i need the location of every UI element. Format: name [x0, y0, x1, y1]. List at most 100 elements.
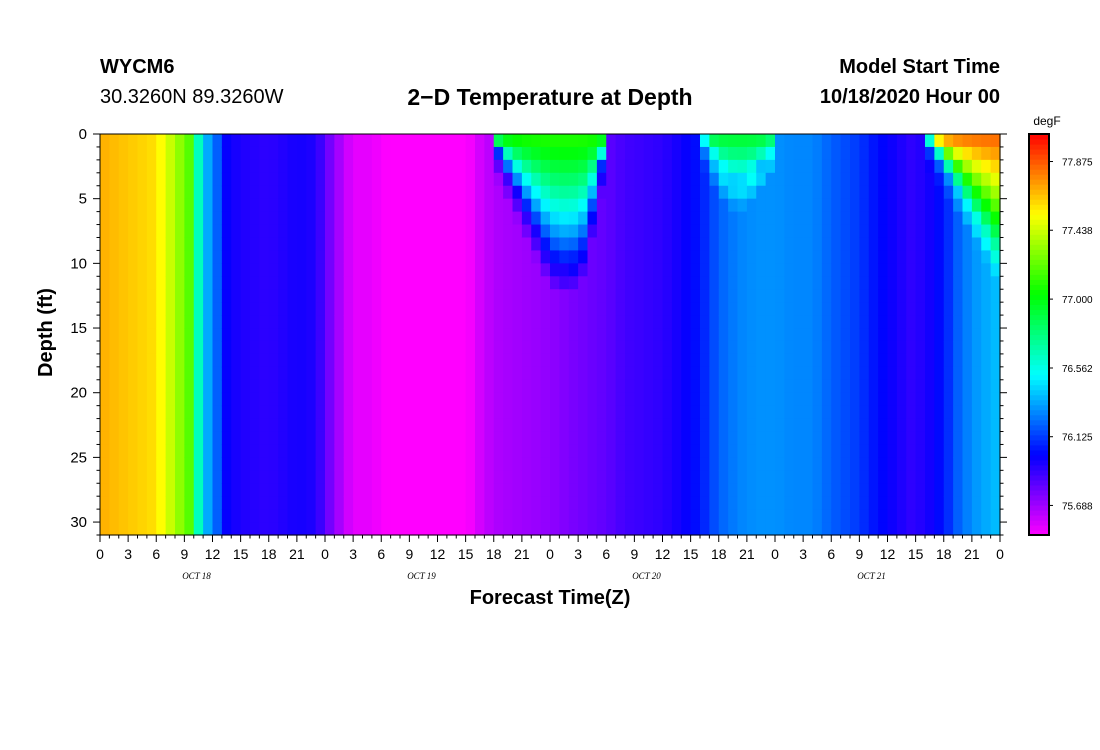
heatmap-cell: [896, 431, 907, 446]
heatmap-cell: [831, 379, 842, 394]
heatmap-cell: [550, 159, 560, 174]
heatmap-cell: [662, 328, 673, 342]
heatmap-cell: [343, 431, 354, 446]
heatmap-cell: [718, 198, 729, 213]
heatmap-cell: [296, 405, 307, 420]
heatmap-cell: [746, 198, 757, 213]
heatmap-cell: [390, 353, 401, 368]
heatmap-cell: [643, 418, 654, 433]
heatmap-cell: [662, 405, 673, 420]
heatmap-cell: [484, 431, 495, 446]
heatmap-cell: [465, 211, 476, 226]
heatmap-cell: [203, 198, 214, 213]
heatmap-cell: [240, 315, 251, 329]
heatmap-cell: [775, 172, 785, 187]
heatmap-cell: [203, 340, 214, 355]
heatmap-cell: [184, 250, 195, 264]
colorbar-swatch: [1029, 239, 1049, 245]
heatmap-cell: [128, 198, 139, 213]
heatmap-cell: [493, 172, 504, 187]
heatmap-cell: [343, 483, 354, 497]
colorbar-swatch: [1029, 369, 1049, 376]
heatmap-cell: [634, 146, 645, 161]
heatmap-cell: [100, 198, 110, 213]
heatmap-cell: [934, 289, 945, 303]
heatmap-cell: [915, 159, 926, 174]
heatmap-cell: [868, 509, 879, 523]
heatmap-cell: [803, 159, 814, 174]
heatmap-cell: [821, 134, 832, 148]
heatmap-cell: [109, 276, 120, 290]
heatmap-cell: [353, 315, 364, 329]
heatmap-cell: [896, 263, 907, 277]
heatmap-cell: [165, 289, 176, 303]
heatmap-cell: [100, 431, 110, 446]
heatmap-cell: [943, 366, 954, 381]
heatmap-cell: [793, 470, 804, 484]
heatmap-cell: [456, 509, 467, 523]
heatmap-cell: [990, 276, 1001, 290]
heatmap-cell: [240, 172, 251, 187]
heatmap-cell: [850, 522, 860, 536]
heatmap-cell: [409, 405, 420, 420]
x-tick-label: 0: [96, 546, 104, 562]
heatmap-cell: [971, 366, 982, 381]
heatmap-cell: [418, 366, 429, 381]
heatmap-cell: [456, 457, 467, 471]
heatmap-cell: [128, 353, 139, 368]
heatmap-cell: [521, 392, 532, 407]
heatmap-cell: [100, 211, 110, 226]
heatmap-cell: [990, 470, 1001, 484]
heatmap-cell: [812, 470, 823, 484]
heatmap-cell: [231, 224, 242, 239]
heatmap-cell: [821, 470, 832, 484]
heatmap-cell: [531, 444, 542, 458]
heatmap-cell: [428, 418, 439, 433]
heatmap-cell: [859, 276, 870, 290]
heatmap-cell: [146, 483, 157, 497]
heatmap-cell: [681, 444, 692, 458]
heatmap-cell: [681, 172, 692, 187]
heatmap-cell: [278, 392, 289, 407]
heatmap-cell: [615, 405, 626, 420]
heatmap-cell: [803, 340, 814, 355]
heatmap-cell: [165, 379, 176, 394]
heatmap-cell: [287, 418, 298, 433]
heatmap-cell: [221, 470, 232, 484]
heatmap-cell: [615, 250, 626, 264]
heatmap-cell: [681, 418, 692, 433]
heatmap-cell: [456, 224, 467, 239]
heatmap-cell: [756, 263, 767, 277]
heatmap-cell: [746, 211, 757, 226]
heatmap-cell: [165, 444, 176, 458]
heatmap-cell: [962, 444, 973, 458]
heatmap-cell: [981, 522, 992, 536]
heatmap-cell: [728, 353, 739, 368]
heatmap-cell: [943, 185, 954, 200]
heatmap-cell: [334, 172, 345, 187]
heatmap-cell: [793, 483, 804, 497]
heatmap-cell: [718, 431, 729, 446]
heatmap-cell: [606, 185, 617, 200]
heatmap-cell: [146, 224, 157, 239]
heatmap-cell: [165, 315, 176, 329]
heatmap-cell: [137, 405, 148, 420]
heatmap-cell: [428, 172, 439, 187]
heatmap-cell: [287, 134, 298, 148]
heatmap-cell: [700, 392, 710, 407]
heatmap-cell: [156, 198, 167, 213]
x-tick-label: 0: [546, 546, 554, 562]
heatmap-cell: [268, 328, 279, 342]
heatmap-cell: [878, 340, 889, 355]
heatmap-cell: [662, 134, 673, 148]
heatmap-cell: [362, 198, 373, 213]
heatmap-cell: [212, 328, 223, 342]
heatmap-cell: [165, 250, 176, 264]
heatmap-cell: [578, 263, 589, 277]
heatmap-cell: [962, 302, 973, 316]
heatmap-cell: [240, 198, 251, 213]
heatmap-cell: [953, 418, 964, 433]
heatmap-cell: [287, 172, 298, 187]
heatmap-cell: [268, 250, 279, 264]
